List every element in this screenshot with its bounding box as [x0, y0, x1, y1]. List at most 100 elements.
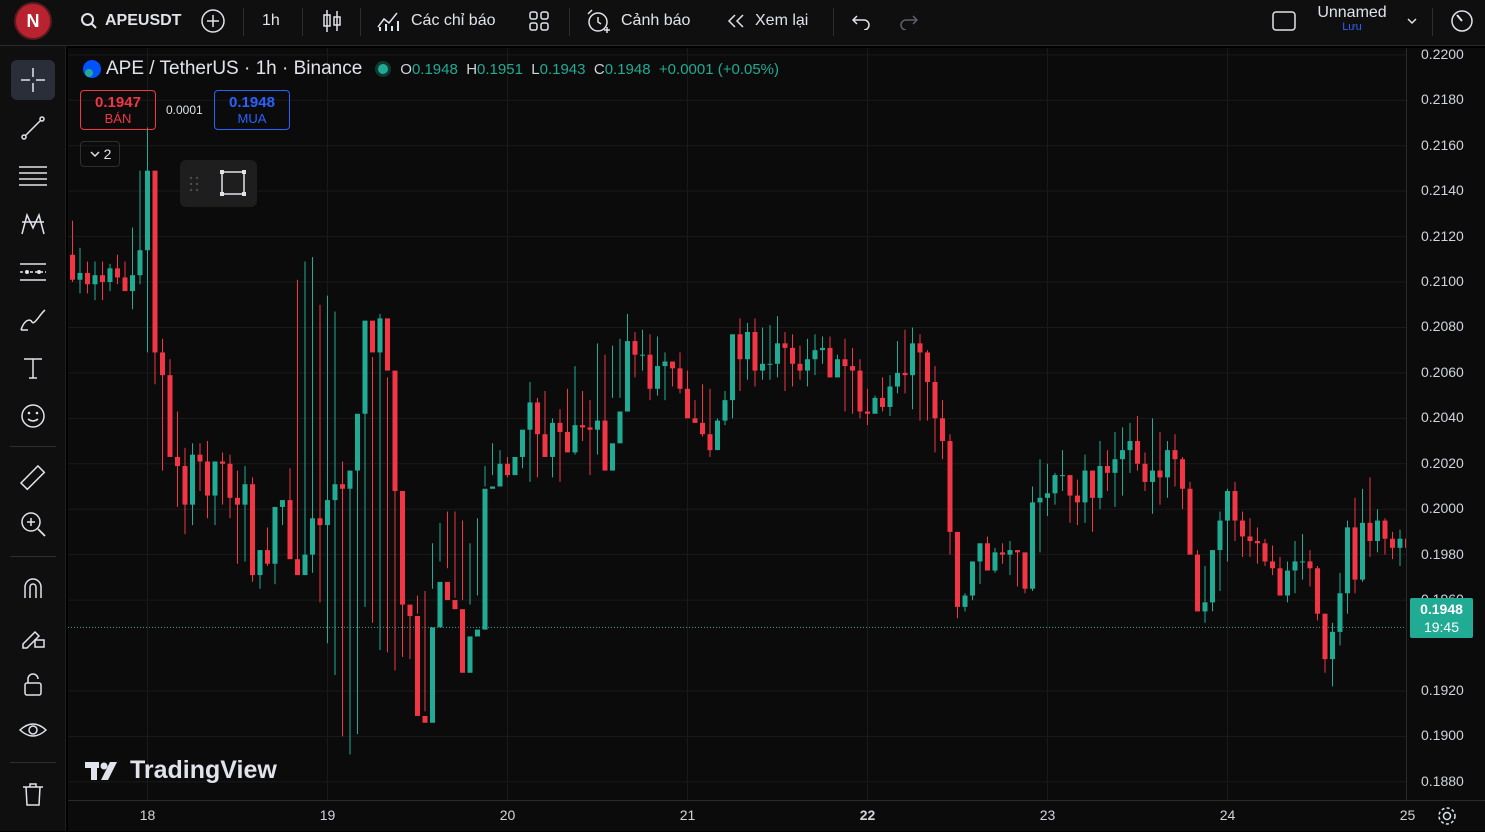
candle-body [152, 170, 158, 353]
measure-tool[interactable] [11, 458, 55, 498]
redo-button[interactable] [898, 0, 920, 42]
top-toolbar: N APEUSDT 1h Các chỉ báo Cảnh báo Xem lạ… [0, 0, 1485, 46]
candle [505, 456, 510, 478]
candle-body [1112, 459, 1118, 473]
candle-body [737, 334, 743, 360]
pattern-tool[interactable] [11, 204, 55, 244]
alert-button[interactable]: Cảnh báo [585, 0, 690, 42]
candle [640, 329, 645, 371]
candle-body [610, 443, 615, 471]
candle [970, 561, 975, 601]
candle-body [1060, 475, 1065, 477]
trend-line-tool[interactable] [11, 108, 55, 148]
price-axis[interactable]: 0.2200 0.2180 0.2160 0.2140 0.2120 0.2100 0.20… [1406, 46, 1485, 800]
candle-body [910, 343, 915, 376]
candle [100, 261, 105, 301]
emoji-tool[interactable] [11, 396, 55, 436]
chart-settings-button[interactable] [1436, 805, 1460, 829]
candle-body [115, 268, 120, 278]
candle [1322, 613, 1328, 673]
time-axis[interactable]: 18 19 20 21 22 23 24 25 [68, 800, 1485, 831]
crosshair-tool[interactable] [11, 60, 55, 100]
candle-body [130, 275, 135, 292]
candle-body [1195, 554, 1200, 612]
candle-body [272, 506, 278, 564]
chart-pane[interactable]: APE / TetherUS · 1h · Binance O0.1948 H0… [68, 48, 1406, 800]
candle [1082, 454, 1088, 523]
candle-body [707, 434, 713, 451]
candle [1397, 529, 1403, 566]
indicators-icon [377, 12, 399, 31]
plus-circle-icon [201, 9, 225, 33]
candle [850, 347, 855, 414]
candle [85, 261, 90, 294]
tradingview-logo[interactable]: TradingView [84, 756, 277, 785]
candle-body [647, 354, 653, 389]
layout-menu-button[interactable] [1405, 0, 1419, 42]
layout-button[interactable] [1272, 0, 1296, 42]
candle-body [77, 272, 83, 280]
candlestick-chart[interactable] [68, 48, 1406, 800]
drag-handle-icon[interactable] [188, 174, 200, 194]
hide-drawings-tool[interactable] [11, 710, 55, 750]
templates-button[interactable] [528, 0, 550, 42]
candle-body [527, 402, 533, 430]
sell-button[interactable]: 0.1947 BÁN [80, 90, 156, 130]
candle-body [280, 500, 285, 507]
fib-tool[interactable] [11, 156, 55, 196]
candle [767, 325, 773, 380]
rectangle-icon[interactable] [218, 168, 248, 198]
candle-body [827, 347, 833, 378]
undo-button[interactable] [850, 0, 872, 42]
candle [865, 388, 870, 426]
candle [1202, 565, 1208, 623]
price-tick-label: 0.2140 [1421, 182, 1464, 199]
candle [1112, 431, 1118, 507]
brush-tool[interactable] [11, 300, 55, 340]
lock-drawings-tool[interactable] [11, 664, 55, 704]
user-avatar[interactable]: N [16, 4, 50, 38]
indicators-button[interactable]: Các chỉ báo [376, 0, 496, 42]
candle-body [947, 441, 953, 532]
symbol-search-button[interactable]: APEUSDT [80, 0, 181, 42]
candle [475, 518, 480, 637]
eye-icon [18, 723, 48, 737]
interval-button[interactable]: 1h [262, 0, 280, 42]
remove-drawings-tool[interactable] [11, 774, 55, 814]
candle-body [520, 429, 525, 457]
magnet-tool[interactable] [11, 568, 55, 608]
chart-title[interactable]: APE / TetherUS · 1h · Binance [106, 58, 363, 79]
candle [152, 170, 158, 385]
candle [587, 400, 593, 476]
candle-body [92, 275, 98, 285]
compare-symbol-button[interactable] [200, 0, 226, 42]
quick-search-button[interactable] [1450, 0, 1474, 42]
bar-countdown: 19:45 [1423, 619, 1460, 635]
candle-body [640, 354, 645, 356]
watermark-text: TradingView [130, 756, 277, 784]
text-tool[interactable] [11, 348, 55, 388]
ruler-icon [19, 464, 46, 491]
candle [415, 595, 420, 716]
price-tick-label: 0.1880 [1421, 772, 1464, 789]
layout-name-block[interactable]: Unnamed Lưu [1305, 4, 1399, 33]
stay-in-drawing-tool[interactable] [11, 616, 55, 656]
chart-type-button[interactable] [320, 0, 344, 42]
candle [310, 257, 315, 573]
legend-collapse-button[interactable]: 2 [80, 141, 120, 167]
candle-body [655, 366, 660, 389]
candle [1405, 538, 1406, 548]
zoom-tool[interactable] [11, 504, 55, 544]
price-tick-label: 0.2040 [1421, 409, 1464, 426]
buy-button[interactable]: 0.1948 MUA [214, 90, 290, 130]
floating-drawing-toolbar[interactable] [180, 160, 257, 207]
candle [130, 227, 135, 310]
candle-body [70, 254, 75, 280]
candle-body [887, 386, 893, 407]
forecast-tool[interactable] [11, 252, 55, 292]
candle [722, 391, 728, 426]
candle [1262, 538, 1268, 566]
replay-button[interactable]: Xem lại [724, 0, 808, 42]
candle-body [797, 363, 803, 371]
fib-icon [19, 166, 47, 186]
